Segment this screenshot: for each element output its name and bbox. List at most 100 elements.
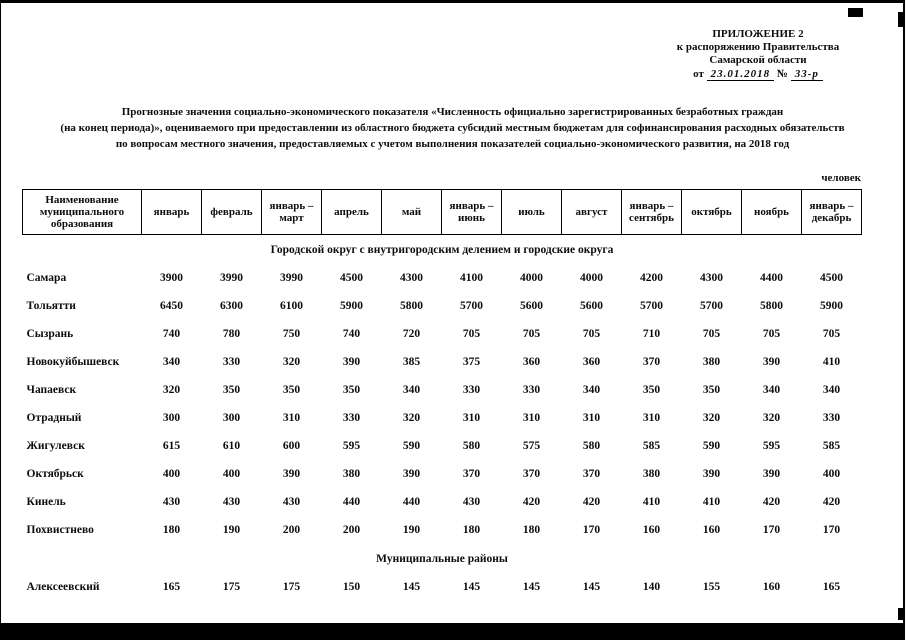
value-cell: 430 bbox=[462, 496, 481, 508]
municipality-name: Октябрьск bbox=[26, 468, 84, 480]
value-cell: 705 bbox=[582, 328, 601, 340]
title-line-3: по вопросам местного значения, предостав… bbox=[115, 138, 790, 150]
value-cell: 420 bbox=[582, 496, 601, 508]
table-row: Октябрьск 400 400 390 380 390 370 370 370 380 390 3… bbox=[23, 460, 862, 488]
value-cell: 360 bbox=[522, 356, 541, 368]
column-header: август bbox=[561, 189, 622, 235]
value-cell: 370 bbox=[522, 468, 541, 480]
scan-mark bbox=[898, 608, 905, 620]
municipality-name: Новокуйбышевск bbox=[26, 356, 120, 368]
value-cell: 4100 bbox=[460, 272, 483, 284]
value-cell: 340 bbox=[822, 384, 841, 396]
municipality-name: Похвистнево bbox=[26, 524, 94, 536]
value-cell: 310 bbox=[462, 412, 481, 424]
value-cell: 3900 bbox=[160, 272, 183, 284]
value-cell: 390 bbox=[402, 468, 421, 480]
column-header: январь – декабрь bbox=[801, 189, 862, 235]
value-cell: 5600 bbox=[580, 300, 603, 312]
value-cell: 5800 bbox=[760, 300, 783, 312]
value-cell: 180 bbox=[522, 524, 541, 536]
value-cell: 350 bbox=[342, 384, 361, 396]
value-cell: 385 bbox=[402, 356, 421, 368]
value-cell: 375 bbox=[462, 356, 481, 368]
appendix-title: ПРИЛОЖЕНИЕ 2 bbox=[712, 28, 804, 40]
section-title: Городской округ с внутригородским делени… bbox=[270, 244, 614, 256]
value-cell: 330 bbox=[462, 384, 481, 396]
value-cell: 350 bbox=[702, 384, 721, 396]
value-cell: 145 bbox=[402, 581, 421, 593]
value-cell: 310 bbox=[282, 412, 301, 424]
table-row: Отрадный 300 300 310 330 320 310 310 310 310 320 32… bbox=[23, 404, 862, 432]
value-cell: 165 bbox=[822, 581, 841, 593]
value-cell: 4300 bbox=[400, 272, 423, 284]
value-cell: 170 bbox=[822, 524, 841, 536]
scan-bottom-bar bbox=[0, 623, 905, 640]
value-cell: 5800 bbox=[400, 300, 423, 312]
number-prefix: № bbox=[776, 68, 788, 80]
value-cell: 350 bbox=[222, 384, 241, 396]
column-header: июль bbox=[501, 189, 562, 235]
value-cell: 4200 bbox=[640, 272, 663, 284]
value-cell: 420 bbox=[822, 496, 841, 508]
value-cell: 420 bbox=[762, 496, 781, 508]
section-row: Муниципальные районы bbox=[23, 544, 862, 573]
value-cell: 340 bbox=[402, 384, 421, 396]
value-cell: 590 bbox=[402, 440, 421, 452]
report-table: Наименование муниципального образования я… bbox=[22, 189, 862, 601]
table-row: Чапаевск 320 350 350 350 340 330 330 340 350 350 34… bbox=[23, 376, 862, 404]
value-cell: 5900 bbox=[340, 300, 363, 312]
value-cell: 320 bbox=[702, 412, 721, 424]
scan-edge-top bbox=[0, 0, 905, 3]
handwritten-number: 33-р bbox=[790, 68, 823, 81]
value-cell: 585 bbox=[822, 440, 841, 452]
appendix-header: ПРИЛОЖЕНИЕ 2 к распоряжению Правительств… bbox=[638, 28, 878, 81]
scan-mark bbox=[848, 8, 863, 17]
value-cell: 5700 bbox=[700, 300, 723, 312]
value-cell: 160 bbox=[642, 524, 661, 536]
value-cell: 320 bbox=[162, 384, 181, 396]
column-header: апрель bbox=[321, 189, 382, 235]
value-cell: 390 bbox=[762, 356, 781, 368]
table-row: Самара 3900 3990 3990 4500 4300 4100 4000 4000 42… bbox=[23, 264, 862, 292]
value-cell: 595 bbox=[762, 440, 781, 452]
value-cell: 370 bbox=[642, 356, 661, 368]
value-cell: 420 bbox=[522, 496, 541, 508]
table-header-row: Наименование муниципального образования я… bbox=[22, 189, 862, 235]
value-cell: 600 bbox=[282, 440, 301, 452]
value-cell: 390 bbox=[762, 468, 781, 480]
value-cell: 580 bbox=[462, 440, 481, 452]
value-cell: 705 bbox=[462, 328, 481, 340]
value-cell: 750 bbox=[282, 328, 301, 340]
value-cell: 6450 bbox=[160, 300, 183, 312]
table-row: Сызрань 740 780 750 740 720 705 705 705 710 705 705… bbox=[23, 320, 862, 348]
value-cell: 300 bbox=[162, 412, 181, 424]
value-cell: 440 bbox=[402, 496, 421, 508]
appendix-line-3: Самарской области bbox=[709, 54, 807, 66]
column-header: январь bbox=[141, 189, 202, 235]
value-cell: 740 bbox=[342, 328, 361, 340]
value-cell: 410 bbox=[702, 496, 721, 508]
value-cell: 360 bbox=[582, 356, 601, 368]
scan-edge-left bbox=[0, 0, 1, 640]
municipality-name: Алексеевский bbox=[26, 581, 100, 593]
column-header: ноябрь bbox=[741, 189, 802, 235]
value-cell: 310 bbox=[582, 412, 601, 424]
value-cell: 595 bbox=[342, 440, 361, 452]
value-cell: 5700 bbox=[460, 300, 483, 312]
value-cell: 710 bbox=[642, 328, 661, 340]
column-header: январь – сентябрь bbox=[621, 189, 682, 235]
value-cell: 430 bbox=[162, 496, 181, 508]
value-cell: 410 bbox=[642, 496, 661, 508]
section-row: Городской округ с внутригородским делени… bbox=[23, 235, 862, 265]
value-cell: 175 bbox=[282, 581, 301, 593]
municipality-name: Тольятти bbox=[26, 300, 76, 312]
scan-mark bbox=[898, 12, 905, 27]
value-cell: 4300 bbox=[700, 272, 723, 284]
value-cell: 400 bbox=[222, 468, 241, 480]
value-cell: 5700 bbox=[640, 300, 663, 312]
municipality-name: Чапаевск bbox=[26, 384, 77, 396]
scan-edge-right bbox=[903, 0, 905, 640]
column-header: октябрь bbox=[681, 189, 742, 235]
value-cell: 340 bbox=[582, 384, 601, 396]
